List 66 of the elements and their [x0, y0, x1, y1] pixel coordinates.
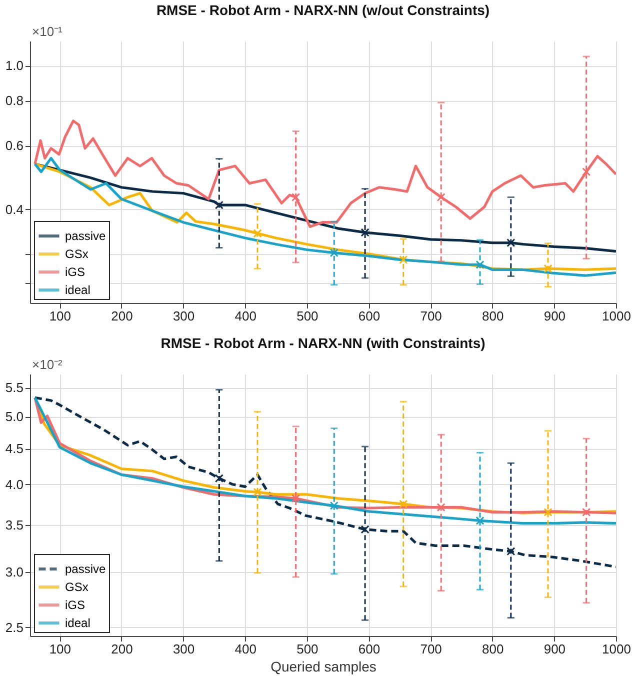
point — [544, 264, 552, 273]
y-tick-label: 4.0 — [5, 476, 24, 492]
point — [292, 494, 300, 503]
point — [476, 260, 484, 269]
y-tick-label: 0.6 — [5, 138, 24, 154]
text: ×10⁻¹ — [32, 24, 64, 39]
y-tick-label: 4.5 — [5, 441, 24, 456]
x-tick-label: 1000 — [602, 308, 631, 324]
legend-label: passive — [65, 562, 106, 576]
point — [330, 248, 338, 258]
point — [360, 228, 370, 237]
legend-label: GSx — [65, 247, 88, 261]
y-tick-label: 2.5 — [5, 620, 24, 635]
point — [476, 516, 484, 525]
point — [399, 500, 408, 508]
legend-label: GSx — [65, 580, 88, 594]
x-tick-label: 1000 — [602, 642, 631, 656]
point — [253, 229, 262, 238]
point — [399, 255, 408, 264]
point — [253, 488, 262, 496]
legend-label: passive — [65, 229, 106, 243]
x-tick-label: 800 — [482, 642, 504, 656]
y-tick-label: 0.4 — [5, 202, 24, 217]
x-tick-label: 500 — [296, 642, 318, 656]
x-tick-label: 500 — [296, 308, 318, 324]
x-tick-label: 600 — [358, 642, 380, 656]
y-tick-label: 3.5 — [5, 518, 24, 533]
y-tick-label: 5.5 — [5, 380, 24, 396]
x-tick-label: 100 — [49, 308, 72, 324]
x-tick-label: 900 — [544, 308, 566, 324]
x-tick-label: 800 — [482, 308, 504, 324]
point — [292, 192, 300, 202]
point — [506, 547, 516, 556]
point — [330, 501, 338, 510]
point — [360, 525, 370, 534]
x-tick-label: 700 — [420, 642, 442, 656]
legend-label: ideal — [65, 616, 90, 630]
point — [506, 238, 516, 248]
legend-label: ideal — [65, 283, 90, 297]
x-tick-label: 400 — [234, 308, 256, 324]
x-axis-title: Queried samples — [270, 658, 376, 674]
point — [544, 508, 552, 517]
point — [582, 168, 591, 176]
y-tick-label: 5.0 — [5, 409, 24, 424]
x-tick-label: 900 — [544, 642, 566, 656]
x-tick-label: 300 — [172, 308, 195, 324]
point — [436, 503, 446, 512]
point — [214, 474, 224, 483]
chart-title: RMSE - Robot Arm - NARX-NN (w/out Constraints) — [156, 2, 490, 18]
x-tick-label: 200 — [111, 308, 133, 324]
point — [214, 200, 224, 210]
x-tick-label: 600 — [358, 308, 380, 324]
text: ×10⁻² — [32, 357, 64, 372]
point — [436, 192, 446, 202]
x-tick-label: 700 — [420, 308, 442, 324]
legend-label: iGS — [65, 598, 86, 612]
x-tick-label: 300 — [172, 642, 195, 656]
y-tick-label: 1.0 — [5, 58, 24, 74]
legend-label: iGS — [65, 265, 86, 279]
point — [582, 508, 591, 517]
x-tick-label: 100 — [49, 642, 72, 656]
y-tick-label: 3.0 — [5, 564, 24, 580]
y-tick-label: 0.8 — [5, 93, 24, 108]
x-tick-label: 400 — [234, 642, 256, 656]
x-tick-label: 200 — [111, 642, 133, 656]
chart-title: RMSE - Robot Arm - NARX-NN (with Constraints) — [160, 335, 486, 351]
